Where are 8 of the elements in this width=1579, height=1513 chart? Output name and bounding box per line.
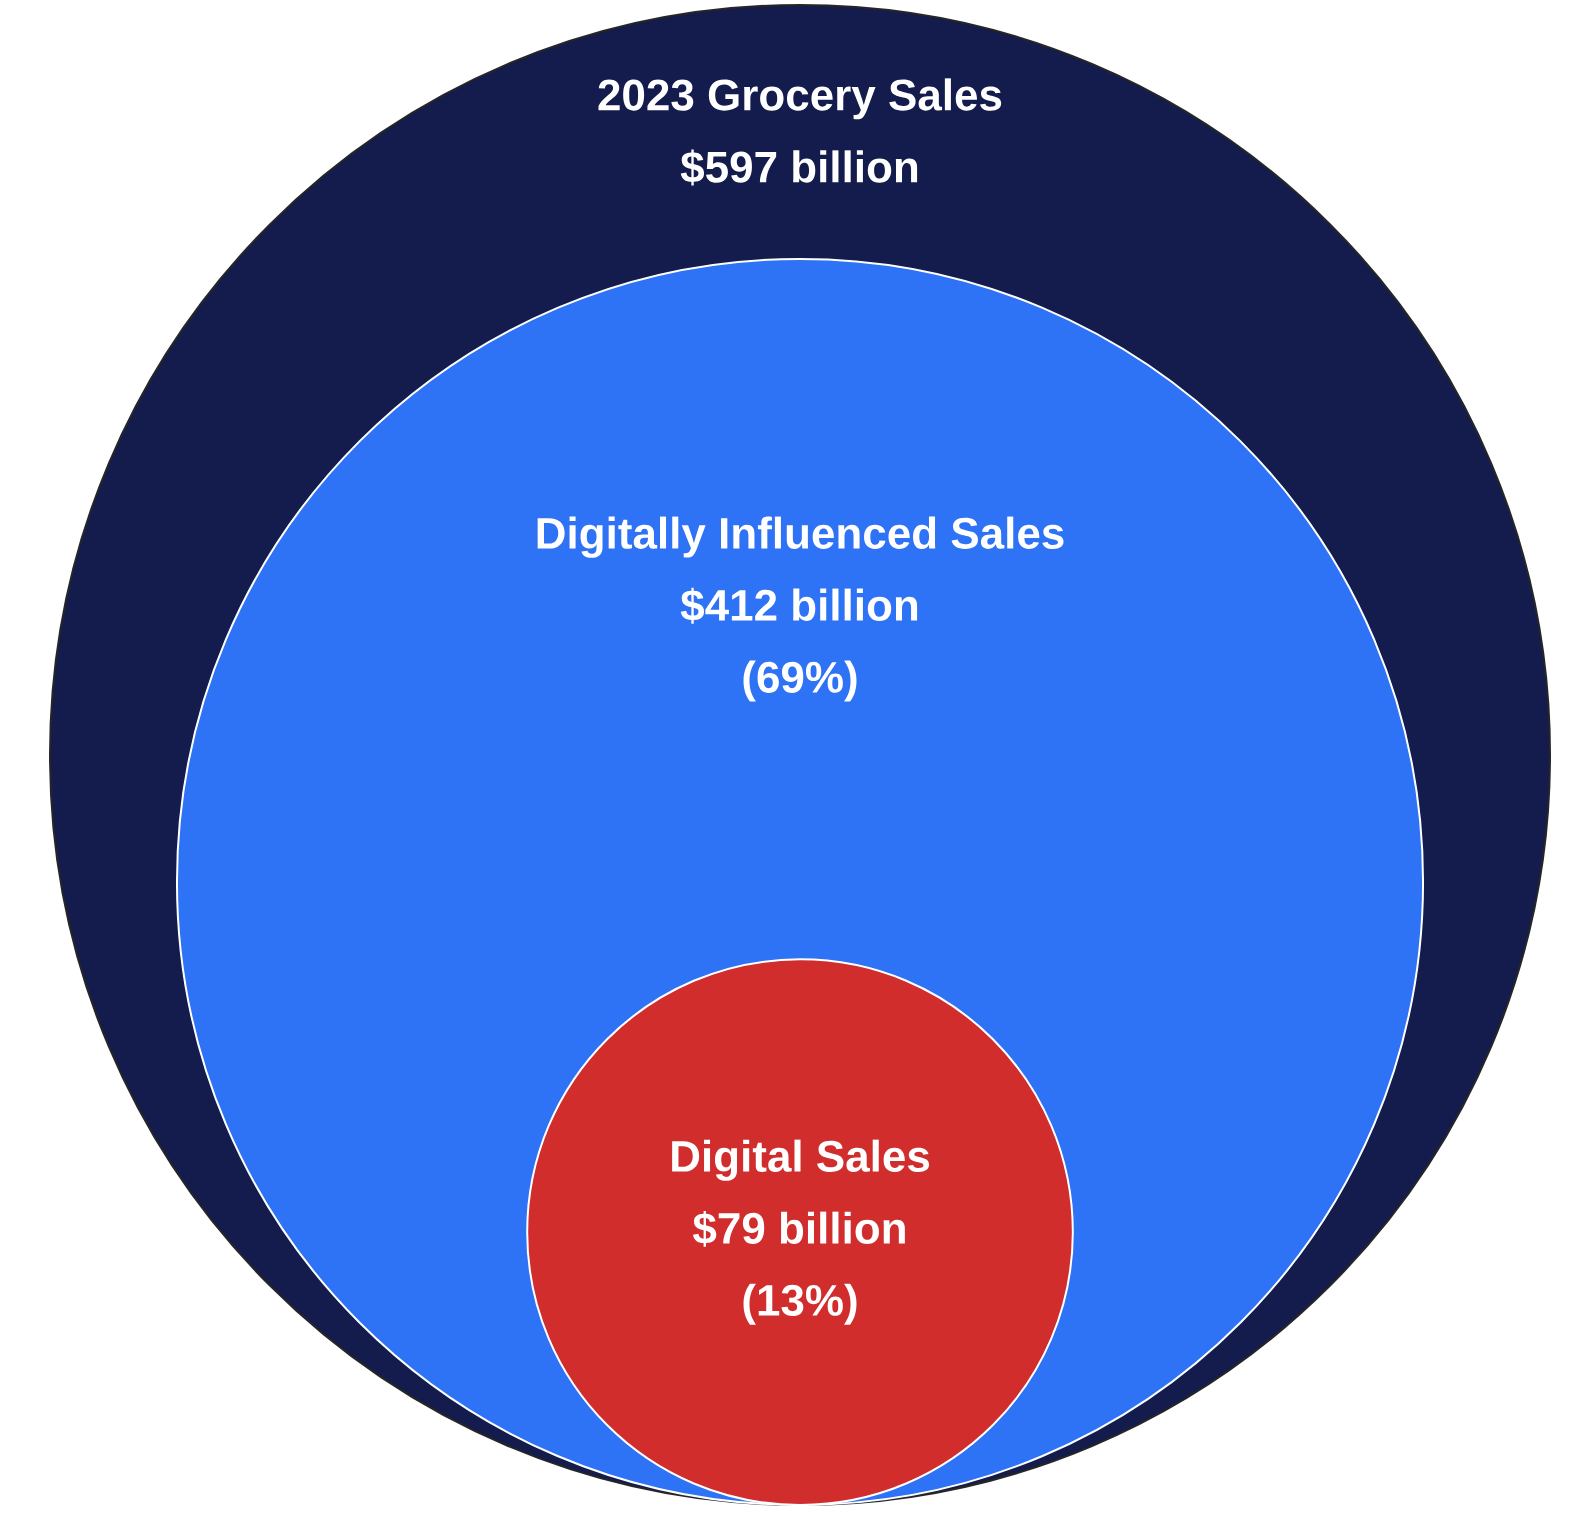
category-label: Digital Sales [672,1139,930,1181]
category-label: Digitally Influenced Sales [537,516,1064,558]
data-label: $597 billion [680,149,918,186]
text: (69%) [743,660,857,702]
text: (13%) [743,1283,857,1325]
category-label: 2023 Grocery Sales [598,78,1002,120]
data-label: $79 billion [692,1210,905,1247]
data-label: $412 billion [680,587,918,624]
